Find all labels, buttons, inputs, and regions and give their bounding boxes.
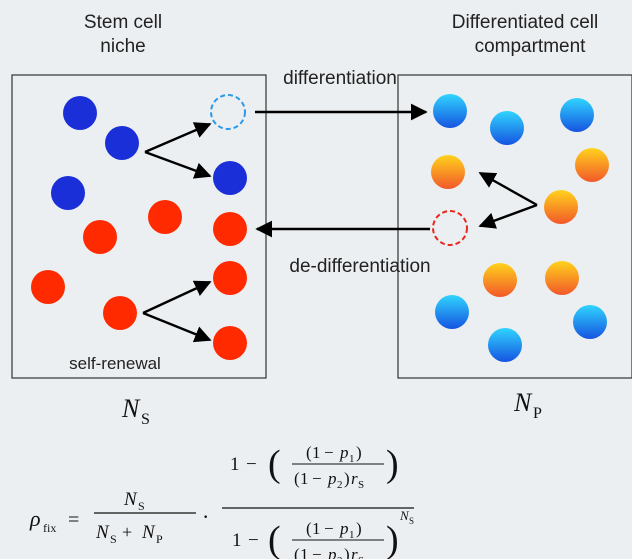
math-symbol: p: [327, 545, 337, 559]
differentiated-label: Differentiated cell: [452, 12, 598, 33]
math-symbol: −: [312, 545, 322, 559]
math-symbol: 1: [230, 454, 240, 475]
math-symbol: ): [356, 519, 362, 538]
math-symbol: S: [141, 411, 150, 428]
differentiated-label: compartment: [475, 36, 587, 57]
math-symbol: S: [409, 516, 414, 526]
diagram: Stem cell niche Differentiated cell comp…: [0, 0, 632, 559]
math-symbol: N: [141, 522, 156, 543]
math-symbol: (: [268, 519, 281, 559]
math-symbol: −: [246, 454, 257, 475]
stem-niche-label: niche: [100, 36, 145, 57]
math-symbol: r: [351, 469, 358, 488]
math-symbol: S: [358, 555, 364, 559]
math-symbol: ): [344, 469, 350, 488]
math-symbol: ·: [202, 504, 209, 529]
math-symbol: p: [339, 519, 349, 538]
math-symbol: 1: [312, 443, 321, 462]
math-symbol: ρ: [29, 506, 41, 531]
math-symbol: S: [110, 532, 117, 546]
math-symbol: P: [156, 532, 163, 546]
math-symbol: fix: [43, 521, 56, 535]
math-symbol: ): [386, 443, 399, 485]
math-symbol: p: [339, 443, 349, 462]
math-symbol: r: [351, 545, 358, 559]
math-symbol: N: [123, 489, 138, 510]
math-symbol: 1: [300, 545, 309, 559]
math-symbol: −: [324, 519, 334, 538]
math-symbol: −: [248, 530, 259, 551]
math-symbol: N: [95, 522, 110, 543]
math-symbol: N: [121, 394, 141, 423]
math-symbol: =: [68, 509, 79, 531]
math-symbol: 1: [232, 530, 242, 551]
arrow-label: self-renewal: [69, 354, 161, 373]
math-symbol: 2: [337, 479, 343, 491]
math-symbol: ): [344, 545, 350, 559]
stem-niche-label: Stem cell: [84, 12, 162, 33]
math-symbol: p: [327, 469, 337, 488]
math-symbol: ): [386, 519, 399, 559]
arrow-label: differentiation: [283, 68, 397, 89]
math-symbol: −: [312, 469, 322, 488]
math-symbol: −: [324, 443, 334, 462]
math-symbol: 1: [312, 519, 321, 538]
arrow-label: de-differentiation: [289, 256, 430, 277]
math-symbol: 2: [337, 555, 343, 559]
math-symbol: 1: [349, 453, 355, 465]
math-symbol: P: [533, 405, 542, 422]
math-symbol: S: [358, 479, 364, 491]
math-symbol: ): [356, 443, 362, 462]
math-symbol: 1: [349, 529, 355, 541]
math-symbol: N: [513, 388, 533, 417]
math-symbol: S: [138, 499, 145, 513]
math-symbol: (: [268, 443, 281, 485]
math-symbol: 1: [300, 469, 309, 488]
math-symbol: +: [122, 522, 132, 542]
